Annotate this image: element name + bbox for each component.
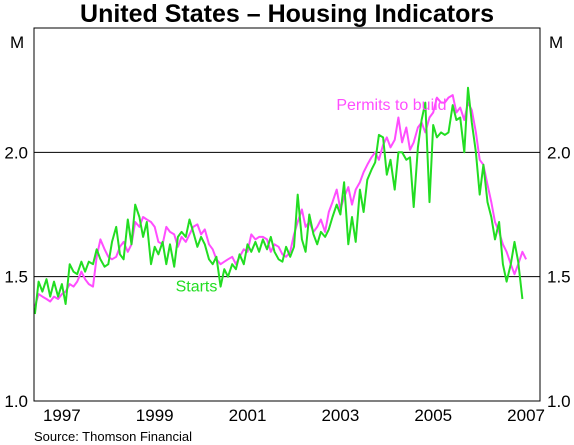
x-tick-label: 1999 [136, 406, 174, 425]
x-axis: 1997 1999 2001 2003 2005 2007 [43, 406, 545, 425]
plot-frame [33, 27, 541, 402]
series-line-starts [33, 86, 524, 315]
y-tick-label-right: 1.0 [547, 392, 571, 411]
y-tick-label-left: 2.0 [4, 143, 28, 162]
gridlines [34, 151, 540, 278]
series-line-permits [33, 94, 527, 307]
series-label-permits: Permits to build [336, 97, 446, 114]
x-tick-label: 2005 [414, 406, 452, 425]
y-axis-left: 1.0 1.5 2.0 [4, 143, 28, 411]
y-axis-right: 1.0 1.5 2.0 [547, 143, 571, 411]
y-tick-label-right: 2.0 [547, 143, 571, 162]
x-tick-label: 2007 [507, 406, 545, 425]
series-lines [33, 86, 527, 315]
x-tick-label: 2001 [229, 406, 267, 425]
chart-title: United States – Housing Indicators [80, 0, 494, 28]
series-labels: Permits to build Starts [176, 97, 447, 296]
y-tick-label-left: 1.5 [4, 268, 28, 287]
y-tick-label-left: 1.0 [4, 392, 28, 411]
x-tick-label: 1997 [43, 406, 81, 425]
x-tick-label: 2003 [321, 406, 359, 425]
source-note: Source: Thomson Financial [34, 429, 192, 444]
right-unit-label: M [549, 33, 563, 52]
series-label-starts: Starts [176, 279, 218, 296]
left-unit-label: M [10, 33, 24, 52]
y-tick-label-right: 1.5 [547, 268, 571, 287]
